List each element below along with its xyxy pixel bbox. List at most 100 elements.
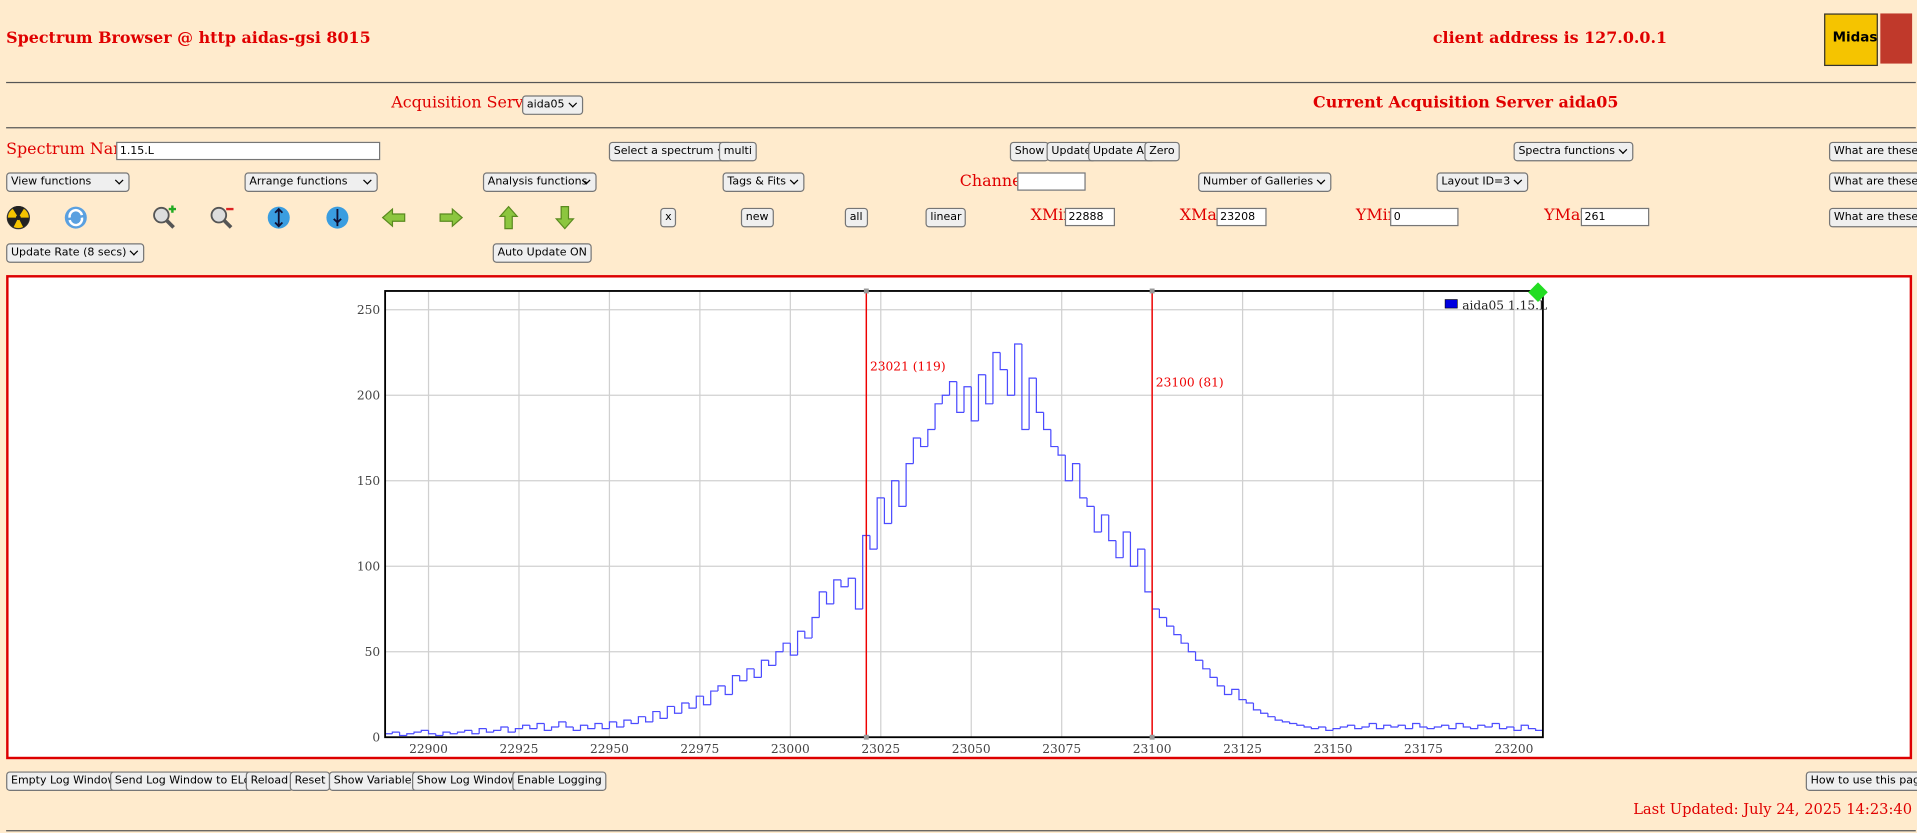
histogram-bin bbox=[1484, 725, 1493, 728]
tags-fits-select[interactable]: Tags & Fits bbox=[722, 172, 805, 192]
multi-button[interactable]: multi bbox=[718, 141, 757, 162]
radiation-icon[interactable] bbox=[6, 205, 30, 230]
histogram-bin bbox=[485, 728, 494, 733]
help-button[interactable]: What are these? bbox=[1828, 207, 1917, 228]
channel-input[interactable] bbox=[1017, 172, 1086, 191]
histogram-bin bbox=[977, 374, 986, 421]
xmin-input[interactable] bbox=[1064, 207, 1115, 227]
zero-button[interactable]: Zero bbox=[1144, 141, 1180, 162]
x-tick-label: 23025 bbox=[861, 742, 900, 756]
divider bbox=[6, 830, 1916, 832]
update-rate-select[interactable]: Update Rate (8 secs) bbox=[6, 243, 145, 263]
x-tick-label: 22950 bbox=[590, 742, 629, 756]
auto-update-button[interactable]: Auto Update ON bbox=[492, 243, 592, 263]
histogram-bin bbox=[796, 630, 805, 656]
ymin-input[interactable] bbox=[1390, 207, 1459, 227]
plot-frame bbox=[384, 290, 1544, 739]
send-log-button[interactable]: Send Log Window to ELog bbox=[110, 771, 263, 792]
histogram-bin bbox=[688, 703, 697, 709]
histogram-bin bbox=[630, 720, 639, 725]
histogram-bin bbox=[804, 631, 813, 639]
histogram-bin bbox=[645, 716, 653, 723]
reset-button[interactable]: Reset bbox=[289, 771, 331, 792]
up-arrow-icon[interactable] bbox=[496, 205, 520, 230]
histogram-bin bbox=[1042, 412, 1051, 431]
histogram-bin bbox=[514, 728, 523, 733]
histogram-bin bbox=[398, 732, 407, 737]
show-variables-button[interactable]: Show Variables bbox=[328, 771, 423, 792]
zoom-out-icon[interactable] bbox=[209, 205, 234, 229]
servers-label: Acquisition Servers bbox=[391, 94, 549, 113]
help-button[interactable]: What are these? bbox=[1828, 172, 1917, 192]
y-tick-label: 150 bbox=[357, 474, 380, 488]
histogram-bin bbox=[1252, 703, 1261, 711]
histogram-bin bbox=[883, 497, 892, 525]
histogram-bin bbox=[1477, 724, 1486, 729]
histogram-bin bbox=[529, 725, 538, 730]
marker-handle bbox=[863, 734, 869, 740]
view-functions-select[interactable]: View functions bbox=[6, 172, 130, 192]
histogram-bin bbox=[1527, 725, 1536, 730]
x-tick-label: 23175 bbox=[1404, 742, 1443, 756]
histogram-bin bbox=[1245, 699, 1254, 704]
empty-log-button[interactable]: Empty Log Window bbox=[6, 771, 122, 792]
histogram-bin bbox=[521, 724, 530, 729]
expand-icon[interactable] bbox=[267, 205, 291, 229]
histogram-bin bbox=[912, 437, 921, 464]
new-button[interactable]: new bbox=[740, 207, 774, 228]
show-button[interactable]: Show bbox=[1009, 141, 1050, 162]
lab-logo bbox=[1880, 13, 1913, 64]
histogram-bin bbox=[1390, 725, 1399, 728]
histogram-bin bbox=[1108, 514, 1116, 542]
reload-button[interactable]: Reload bbox=[245, 771, 293, 792]
analysis-functions-select[interactable]: Analysis functions bbox=[482, 172, 597, 192]
zoom-in-icon[interactable] bbox=[152, 205, 177, 229]
histogram-bin bbox=[695, 695, 704, 709]
histogram-bin bbox=[1223, 685, 1232, 696]
marker-label: 23021 (119) bbox=[870, 359, 946, 373]
histogram-bin bbox=[1289, 721, 1297, 725]
midas-logo: Midas bbox=[1824, 13, 1878, 67]
histogram-bin bbox=[579, 724, 588, 731]
galleries-select[interactable]: Number of Galleries bbox=[1198, 172, 1332, 192]
spectrum-select[interactable]: Select a spectrum bbox=[608, 141, 732, 162]
enable-logging-button[interactable]: Enable Logging bbox=[512, 771, 607, 792]
histogram-bin bbox=[681, 702, 690, 714]
shrink-icon[interactable] bbox=[325, 205, 349, 229]
ymin-label: YMin bbox=[1355, 206, 1398, 225]
last-updated: Last Updated: July 24, 2025 14:23:40 bbox=[1633, 800, 1913, 818]
linear-button[interactable]: linear bbox=[925, 207, 967, 228]
spectrum-name-input[interactable] bbox=[116, 141, 381, 161]
histogram-bin bbox=[1216, 677, 1225, 687]
histogram-bin bbox=[616, 721, 624, 728]
how-to-button[interactable]: How to use this page bbox=[1805, 771, 1917, 792]
marker-handle bbox=[1149, 288, 1155, 294]
down-arrow-icon[interactable] bbox=[553, 205, 577, 230]
histogram-bin bbox=[1006, 369, 1015, 396]
histogram-bin bbox=[1166, 617, 1174, 627]
histogram-bin bbox=[550, 726, 559, 731]
spectra-functions-select[interactable]: Spectra functions bbox=[1513, 141, 1634, 162]
server-select[interactable]: aida05 bbox=[522, 95, 583, 115]
histogram-bin bbox=[1129, 532, 1138, 567]
arrange-functions-select[interactable]: Arrange functions bbox=[244, 172, 378, 192]
histogram-bin bbox=[1440, 724, 1449, 727]
left-arrow-icon[interactable] bbox=[381, 205, 406, 229]
x-tick-label: 23075 bbox=[1042, 742, 1081, 756]
all-button[interactable]: all bbox=[844, 207, 868, 228]
histogram-bin bbox=[493, 729, 501, 733]
marker-handle bbox=[863, 288, 869, 294]
refresh-icon[interactable] bbox=[64, 205, 88, 229]
layout-select[interactable]: Layout ID=3 bbox=[1436, 172, 1529, 192]
x-button[interactable]: x bbox=[660, 207, 677, 228]
ymax-input[interactable] bbox=[1580, 207, 1650, 227]
right-arrow-icon[interactable] bbox=[439, 205, 464, 229]
help-button[interactable]: What are these? bbox=[1828, 141, 1917, 162]
chart: 0 50 100 150 200 250 22900 22925 22950 22975 23000… bbox=[357, 282, 1548, 756]
histogram-bin bbox=[934, 403, 943, 430]
histogram-bin bbox=[1144, 549, 1153, 593]
histogram-bin bbox=[565, 721, 574, 728]
show-log-button[interactable]: Show Log Window bbox=[412, 771, 522, 792]
xmax-input[interactable] bbox=[1216, 207, 1267, 227]
